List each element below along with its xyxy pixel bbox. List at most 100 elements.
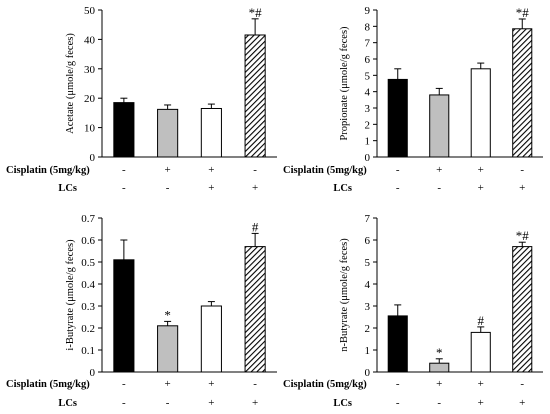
row-label-lcs: LCs	[333, 398, 352, 409]
y-tick-label: 0.3	[81, 301, 95, 313]
bar	[157, 325, 179, 373]
y-tick-label: 20	[84, 93, 96, 105]
treatment-sign: +	[478, 378, 484, 390]
y-tick-label: 0	[365, 367, 371, 379]
significance-mark: *#	[516, 5, 530, 20]
row-label-cisplatin: Cisplatin (5mg/kg)	[6, 165, 90, 176]
treatment-sign: +	[519, 182, 525, 194]
bar	[470, 68, 491, 158]
y-tick-label: 0.7	[81, 213, 95, 225]
bar	[387, 315, 408, 373]
treatment-sign: +	[436, 164, 442, 176]
treatment-sign: -	[253, 378, 257, 390]
treatment-sign: +	[436, 378, 442, 390]
significance-mark: #	[252, 219, 259, 234]
bar	[470, 331, 491, 373]
y-tick-label: 2	[365, 119, 371, 131]
treatment-sign: -	[396, 378, 400, 390]
y-axis-label: i-Butyrate (μmole/g feces)	[65, 239, 76, 351]
y-tick-label: 0.2	[81, 323, 95, 335]
bar	[200, 305, 222, 373]
y-tick-label: 1	[365, 136, 371, 148]
significance-mark: *	[164, 307, 171, 322]
treatment-sign: +	[252, 182, 258, 194]
bar	[157, 108, 179, 158]
bar	[244, 34, 266, 158]
row-label-lcs: LCs	[58, 183, 77, 194]
treatment-sign: -	[437, 182, 441, 194]
treatment-sign: -	[122, 397, 126, 409]
y-tick-label: 0	[365, 152, 371, 164]
treatment-sign: -	[396, 164, 400, 176]
row-label-lcs: LCs	[58, 398, 77, 409]
bar	[200, 107, 222, 158]
treatment-sign: +	[165, 164, 171, 176]
treatment-sign: +	[208, 397, 214, 409]
significance-mark: *#	[516, 228, 530, 243]
treatment-sign: +	[208, 182, 214, 194]
bar	[244, 246, 266, 373]
y-axis-label: n-Butyrate (μmole/g feces)	[339, 238, 350, 352]
row-label-cisplatin: Cisplatin (5mg/kg)	[283, 165, 367, 176]
treatment-sign: -	[520, 164, 524, 176]
significance-mark: *	[436, 345, 443, 360]
y-tick-label: 1	[365, 345, 371, 357]
treatment-sign: +	[478, 182, 484, 194]
y-axis-label: Acetate (μmole/g feces)	[65, 33, 76, 134]
treatment-sign: +	[165, 378, 171, 390]
y-tick-label: 0	[90, 152, 96, 164]
row-label-lcs: LCs	[333, 183, 352, 194]
treatment-sign: -	[396, 397, 400, 409]
y-tick-label: 7	[365, 38, 371, 50]
y-tick-label: 5	[365, 257, 371, 269]
y-tick-label: 3	[365, 103, 371, 115]
y-tick-label: 50	[84, 5, 96, 17]
treatment-sign: +	[478, 164, 484, 176]
treatment-sign: -	[166, 182, 170, 194]
significance-mark: *#	[249, 5, 263, 20]
treatment-sign: -	[253, 164, 257, 176]
treatment-sign: -	[437, 397, 441, 409]
treatment-sign: -	[520, 378, 524, 390]
y-tick-label: 5	[365, 70, 371, 82]
y-tick-label: 30	[84, 64, 96, 76]
bar	[113, 259, 135, 373]
treatment-sign: +	[208, 378, 214, 390]
treatment-sign: +	[519, 397, 525, 409]
y-tick-label: 0.6	[81, 235, 95, 247]
treatment-sign: -	[396, 182, 400, 194]
bar	[429, 94, 450, 158]
y-tick-label: 0	[90, 367, 96, 379]
y-tick-label: 2	[365, 323, 371, 335]
treatment-sign: +	[252, 397, 258, 409]
treatment-sign: -	[166, 397, 170, 409]
bar	[429, 362, 450, 373]
y-tick-label: 10	[84, 123, 96, 135]
y-axis-label: Propionate (μmole/g feces)	[339, 26, 350, 141]
y-tick-label: 0.4	[81, 279, 95, 291]
bar	[512, 246, 533, 373]
treatment-sign: -	[122, 182, 126, 194]
treatment-sign: +	[208, 164, 214, 176]
y-tick-label: 9	[365, 5, 371, 17]
significance-mark: #	[478, 313, 485, 328]
row-label-cisplatin: Cisplatin (5mg/kg)	[283, 379, 367, 390]
y-tick-label: 6	[365, 235, 371, 247]
y-tick-label: 6	[365, 54, 371, 66]
bar	[387, 78, 408, 158]
y-tick-label: 4	[365, 87, 371, 99]
y-tick-label: 40	[84, 34, 96, 46]
treatment-sign: -	[122, 378, 126, 390]
treatment-sign: +	[478, 397, 484, 409]
y-tick-label: 0.1	[81, 345, 95, 357]
y-tick-label: 3	[365, 301, 371, 313]
y-tick-label: 0.5	[81, 257, 95, 269]
treatment-sign: -	[122, 164, 126, 176]
bar	[113, 102, 135, 158]
y-tick-label: 7	[365, 213, 371, 225]
y-tick-label: 4	[365, 279, 371, 291]
bar	[512, 28, 533, 158]
y-tick-label: 8	[365, 21, 371, 33]
row-label-cisplatin: Cisplatin (5mg/kg)	[6, 379, 90, 390]
